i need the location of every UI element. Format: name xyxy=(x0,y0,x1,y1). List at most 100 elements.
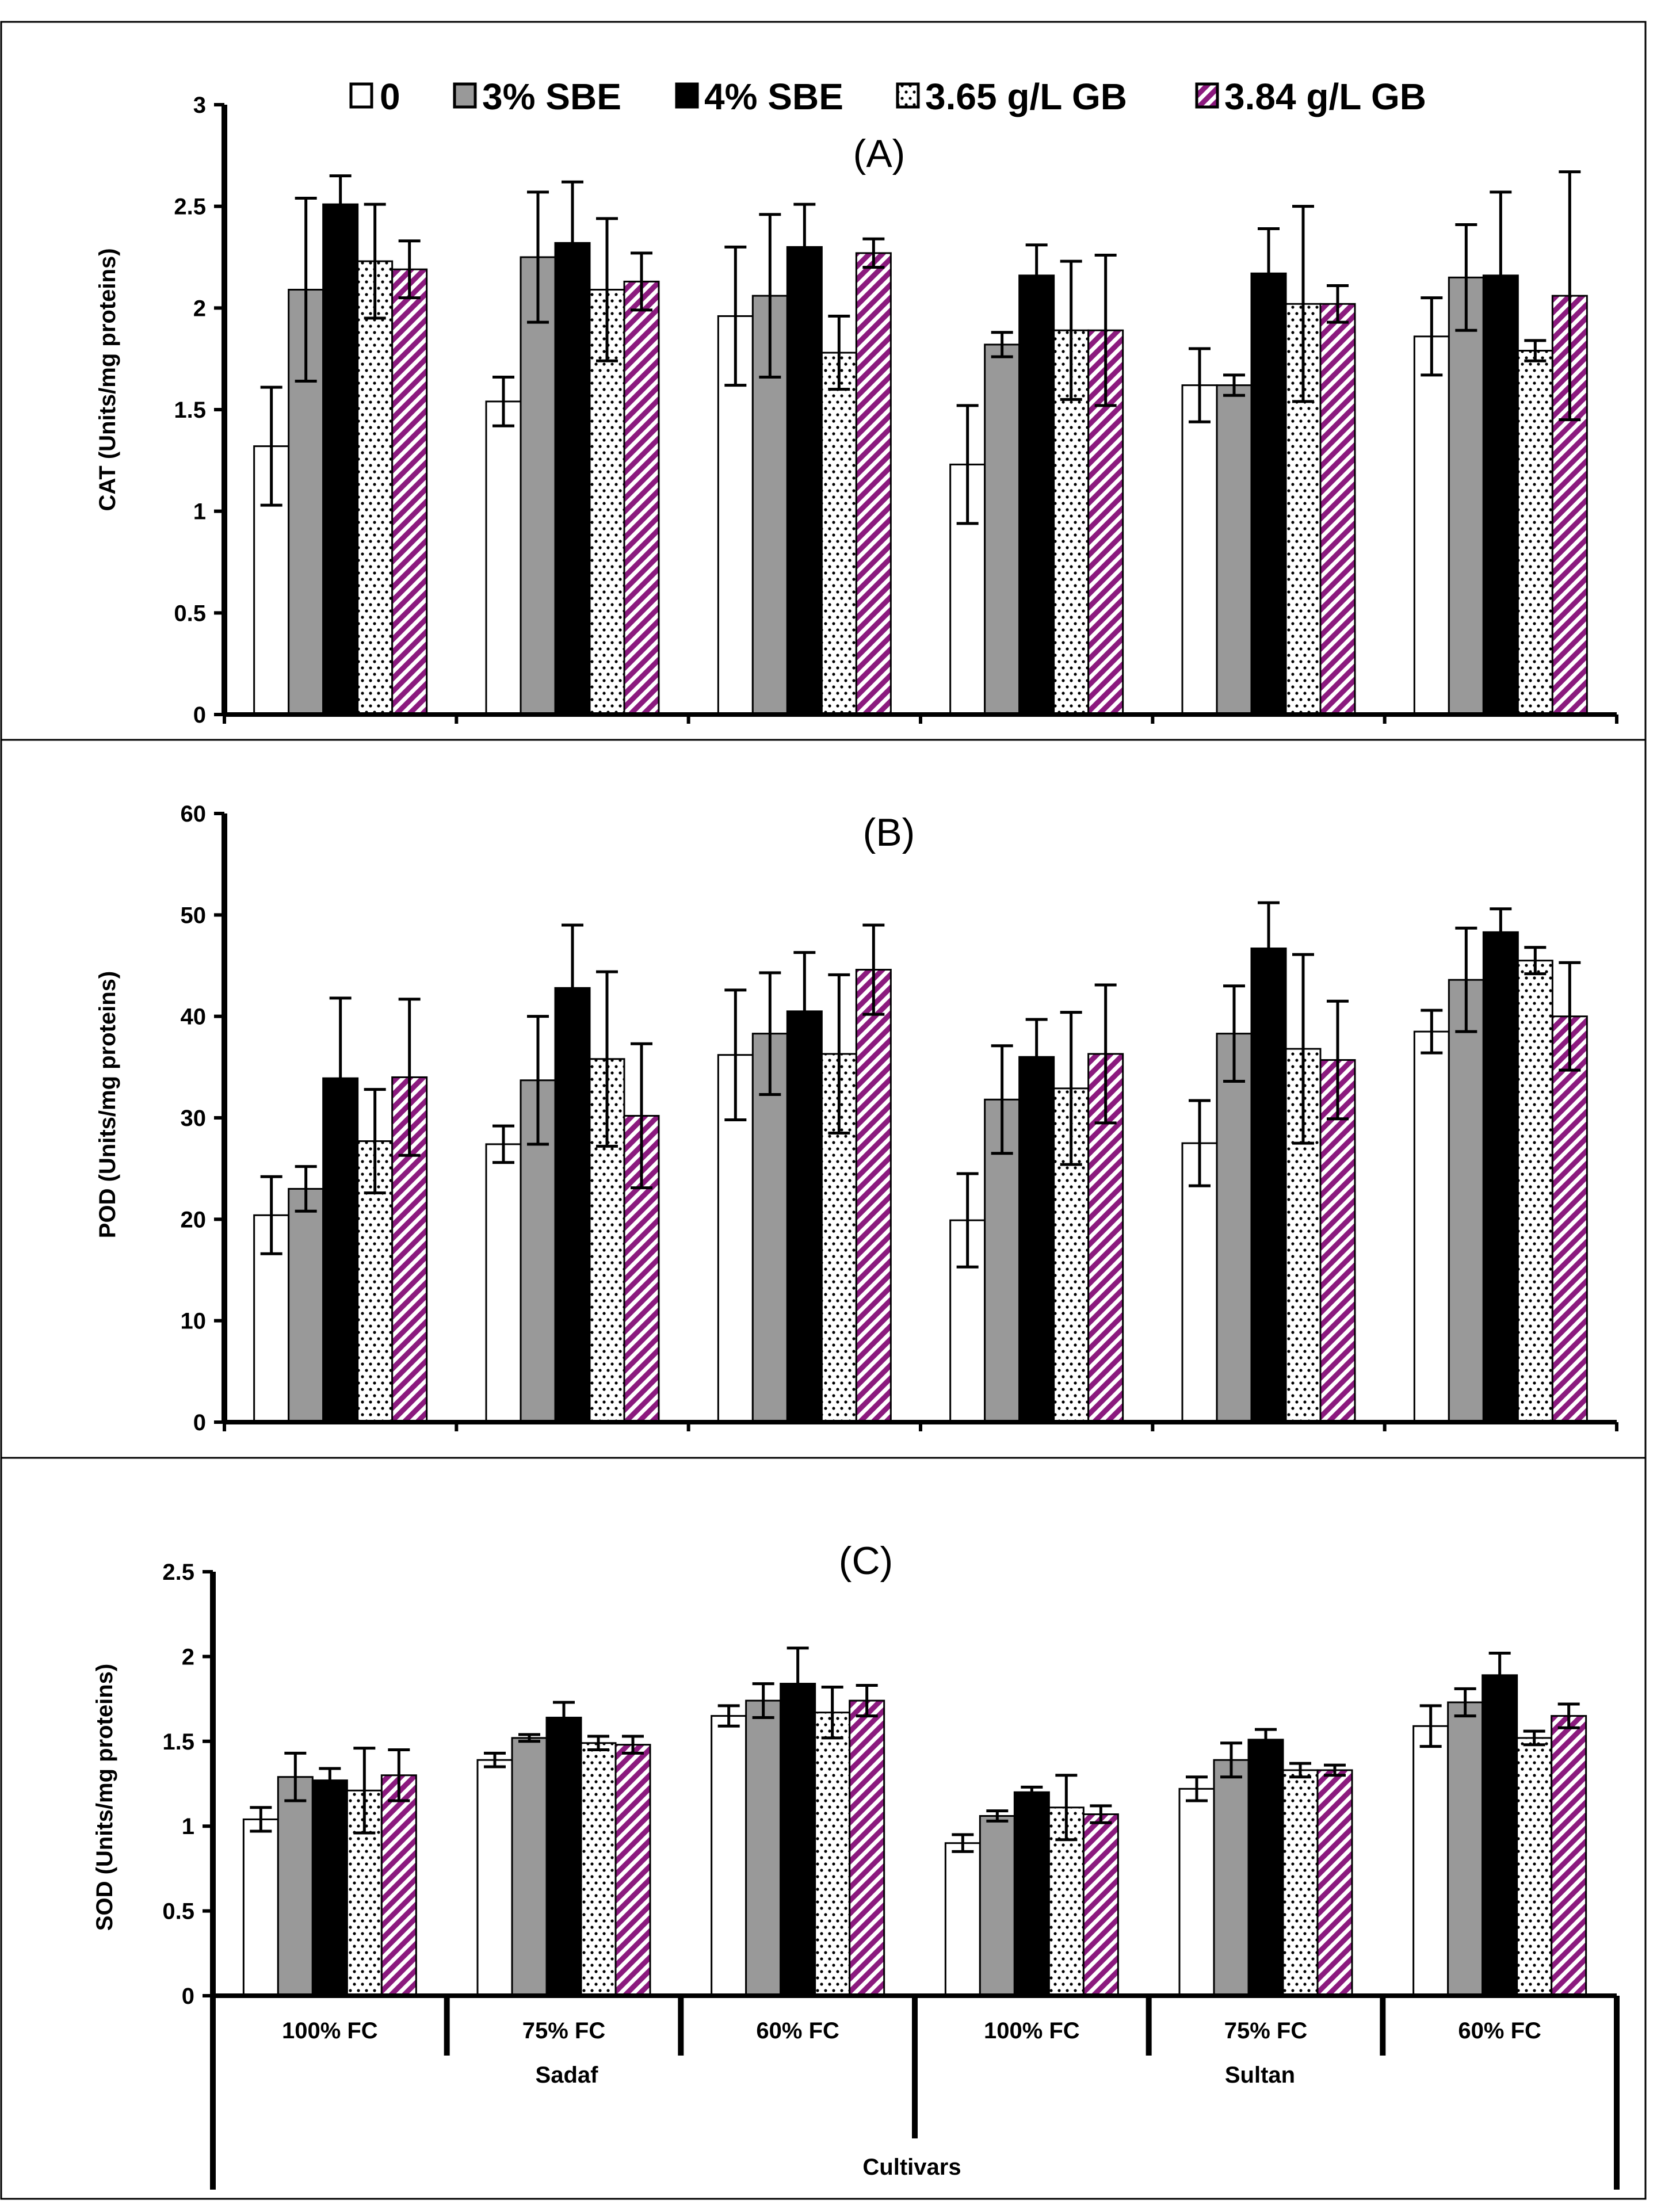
panel-c-frame xyxy=(0,1457,1647,2200)
bar-gb-365-1 xyxy=(357,260,394,716)
y-tick-label: 0 xyxy=(193,1410,206,1435)
bar-sbe-3-5 xyxy=(1216,384,1253,716)
legend-swatch-3 xyxy=(896,82,920,109)
bar-control-1 xyxy=(242,1818,279,1997)
legend-swatch-4 xyxy=(1195,82,1219,109)
bar-gb-384-1 xyxy=(391,268,428,716)
bar-sbe-4-4 xyxy=(1018,1056,1055,1423)
bar-sbe-4-3 xyxy=(786,1010,823,1423)
y-axis-label: SOD (Units/mg proteins) xyxy=(92,1664,117,1931)
chart-sod: (C) SOD (Units/mg proteins) 0 0.5 1 1.5 2 2.5… xyxy=(92,1539,1620,2190)
legend-label-3: 3.65 g/L GB xyxy=(925,76,1127,117)
bar-sbe-4-6 xyxy=(1482,931,1519,1423)
bar-sbe-4-5 xyxy=(1250,272,1287,716)
category-label-1: 100% FC xyxy=(282,2018,378,2043)
bar-control-6 xyxy=(1412,1725,1449,1997)
group-label-sadaf: Sadaf xyxy=(536,2062,599,2088)
bar-sbe-4-5 xyxy=(1250,948,1287,1423)
bar-control-6 xyxy=(1413,335,1450,716)
legend-label-0: 0 xyxy=(380,76,400,117)
bar-sbe-3-1 xyxy=(277,1776,314,1997)
bar-gb-384-4 xyxy=(1082,1813,1119,1997)
chart-pod: (B) POD (Units/mg proteins) 0 10 20 30 40 50 6… xyxy=(95,801,1618,1435)
bar-sbe-4-4 xyxy=(1013,1791,1050,1997)
bar-sbe-4-4 xyxy=(1018,274,1055,716)
y-tick-label: 0 xyxy=(182,1984,194,2009)
y-tick-label: 0 xyxy=(193,702,206,728)
plot-area: 0 0.5 1 1.5 2 2.5 100% FC 75% FC 60% FC 100% FC 75… xyxy=(162,1560,1620,2190)
bar-sbe-3-1 xyxy=(288,1187,324,1423)
y-tick-label: 2 xyxy=(182,1644,194,1670)
y-tick-label: 2.5 xyxy=(162,1560,194,1585)
legend-item-1: 3% SBE xyxy=(453,76,621,117)
y-tick-label: 3 xyxy=(193,93,206,118)
category-label-5: 75% FC xyxy=(1224,2018,1308,2043)
category-axis: Sadaf Sultan Cultivars xyxy=(536,2062,1296,2180)
legend-label-4: 3.84 g/L GB xyxy=(1224,76,1426,117)
bar-control-2 xyxy=(485,1143,522,1423)
bar-control-2 xyxy=(485,400,522,716)
legend-swatch-1 xyxy=(453,82,477,109)
chart-title: (B) xyxy=(863,811,915,854)
bar-gb-384-6 xyxy=(1551,1015,1588,1423)
y-tick-label: 1.5 xyxy=(174,398,206,423)
group-label-sultan: Sultan xyxy=(1225,2062,1295,2088)
legend-label-1: 3% SBE xyxy=(482,76,621,117)
bar-sbe-3-4 xyxy=(984,343,1021,716)
bar-gb-365-6 xyxy=(1517,960,1553,1423)
bar-sbe-3-6 xyxy=(1447,1701,1484,1997)
plot-area: 0 0.5 1 1.5 2 2.5 3 xyxy=(174,93,1618,728)
bar-gb-365-2 xyxy=(580,1742,617,1997)
bar-sbe-3-5 xyxy=(1213,1759,1250,1997)
bar-gb-384-3 xyxy=(849,1699,885,1997)
y-tick-label: 50 xyxy=(181,903,207,928)
bar-gb-384-5 xyxy=(1319,303,1356,716)
bar-gb-384-2 xyxy=(614,1744,651,1997)
bar-control-2 xyxy=(476,1759,513,1997)
category-label-2: 75% FC xyxy=(522,2018,606,2043)
legend-swatch-0 xyxy=(349,82,373,109)
legend-item-4: 3.84 g/L GB xyxy=(1195,76,1426,117)
bar-gb-384-5 xyxy=(1316,1769,1353,1997)
bar-gb-384-3 xyxy=(855,252,892,716)
bar-sbe-3-6 xyxy=(1448,276,1484,716)
y-tick-label: 10 xyxy=(181,1309,207,1334)
bar-sbe-3-5 xyxy=(1216,1033,1253,1423)
chart-title: (A) xyxy=(853,132,906,175)
bar-gb-365-6 xyxy=(1517,350,1553,716)
bar-sbe-4-6 xyxy=(1482,1674,1518,1997)
legend-item-0: 0 xyxy=(349,76,400,117)
bar-sbe-4-2 xyxy=(554,987,591,1423)
bar-sbe-4-2 xyxy=(554,242,591,716)
chart-title: (C) xyxy=(839,1539,893,1583)
y-tick-label: 0.5 xyxy=(162,1899,194,1924)
y-tick-label: 1 xyxy=(193,499,206,525)
bar-gb-365-3 xyxy=(814,1712,851,1997)
y-tick-label: 30 xyxy=(181,1106,207,1131)
y-axis-label: POD (Units/mg proteins) xyxy=(95,971,120,1238)
y-tick-label: 40 xyxy=(181,1004,207,1030)
bar-gb-365-5 xyxy=(1282,1769,1319,1997)
category-label-4: 100% FC xyxy=(984,2018,1080,2043)
y-tick-label: 20 xyxy=(181,1207,207,1232)
bar-sbe-4-3 xyxy=(786,246,823,716)
chart-cat: (A) CAT (Units/mg proteins) 0 0.5 1 1.5 2 2.5… xyxy=(95,93,1618,728)
bar-gb-384-6 xyxy=(1551,1715,1587,1997)
bar-control-5 xyxy=(1181,1142,1218,1423)
y-tick-label: 2.5 xyxy=(174,194,206,220)
y-tick-label: 1 xyxy=(182,1814,194,1839)
bar-gb-365-6 xyxy=(1516,1737,1553,1997)
legend: 0 3% SBE 4% SBE 3.65 g/L GB 3.84 g/L GB xyxy=(349,76,1426,117)
plot-area: 0 10 20 30 40 50 60 xyxy=(181,801,1618,1435)
bar-sbe-3-2 xyxy=(520,256,556,716)
legend-swatch-2 xyxy=(675,82,699,109)
x-axis-label: Cultivars xyxy=(862,2155,961,2180)
y-tick-label: 0.5 xyxy=(174,601,206,626)
bar-control-3 xyxy=(711,1715,747,1997)
bar-gb-384-2 xyxy=(623,280,660,716)
bar-sbe-4-3 xyxy=(780,1683,816,1997)
bar-sbe-4-2 xyxy=(545,1717,582,1997)
bar-sbe-3-2 xyxy=(511,1737,548,1997)
category-label-3: 60% FC xyxy=(756,2018,839,2043)
